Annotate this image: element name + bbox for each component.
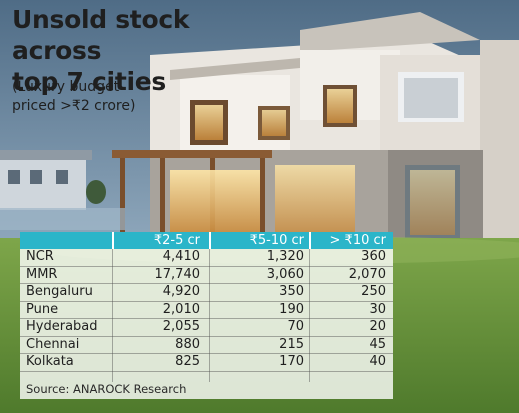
units-5-10-cr: 70: [287, 319, 304, 334]
units-5-10-cr: 1,320: [266, 249, 304, 264]
units-2-5-cr: 17,740: [154, 266, 201, 282]
units-5-10-cr: 190: [279, 301, 304, 317]
table-row: Kolkata 825 170 40: [20, 354, 393, 372]
units-5-10-cr: 350: [279, 284, 304, 299]
unsold-stock-table: ₹2-5 cr ₹5-10 cr > ₹10 cr NCR 4,410 1,32…: [20, 232, 393, 399]
city-name: Chennai: [26, 336, 80, 352]
city-name: Hyderabad: [26, 319, 98, 334]
units-2-5-cr: 2,010: [162, 301, 200, 317]
column-header-above-10-cr: > ₹10 cr: [329, 233, 386, 248]
units-2-5-cr: 2,055: [162, 319, 200, 334]
table-row: Pune 2,010 190 30: [20, 301, 393, 319]
units-above-10-cr: 360: [361, 249, 386, 264]
table-row: NCR 4,410 1,320 360: [20, 249, 393, 267]
city-name: Kolkata: [26, 354, 74, 369]
units-above-10-cr: 30: [369, 301, 386, 317]
units-5-10-cr: 3,060: [266, 266, 304, 282]
city-name: Bengaluru: [26, 284, 93, 299]
units-above-10-cr: 20: [369, 319, 386, 334]
units-2-5-cr: 880: [175, 336, 200, 352]
subheadline-line-2: priced >₹2 crore): [12, 98, 136, 114]
table-row: Chennai 880 215 45: [20, 336, 393, 354]
source-credit: Source: ANAROCK Research: [26, 382, 187, 396]
headline: Unsold stock across top 7 cities: [12, 4, 282, 97]
city-name: MMR: [26, 266, 58, 282]
column-divider: [309, 249, 310, 382]
header-divider: [209, 232, 211, 249]
header-divider: [309, 232, 311, 249]
units-5-10-cr: 170: [279, 354, 304, 369]
table-header-row: ₹2-5 cr ₹5-10 cr > ₹10 cr: [20, 232, 393, 249]
header-divider: [112, 232, 114, 249]
table-row: MMR 17,740 3,060 2,070: [20, 266, 393, 284]
units-above-10-cr: 45: [369, 336, 386, 352]
city-name: NCR: [26, 249, 54, 264]
table-row: Bengaluru 4,920 350 250: [20, 284, 393, 302]
headline-line-1: Unsold stock across: [12, 5, 190, 65]
column-divider: [209, 249, 210, 382]
units-above-10-cr: 40: [369, 354, 386, 369]
subheadline: (Luxury budget priced >₹2 crore): [12, 78, 182, 116]
units-2-5-cr: 4,410: [162, 249, 200, 264]
table-body: NCR 4,410 1,320 360 MMR 17,740 3,060 2,0…: [20, 249, 393, 372]
column-header-2-5-cr: ₹2-5 cr: [153, 233, 200, 248]
headline-line-2: top 7 cities: [12, 67, 166, 96]
city-name: Pune: [26, 301, 59, 317]
units-2-5-cr: 825: [175, 354, 200, 369]
units-2-5-cr: 4,920: [162, 284, 200, 299]
column-divider: [112, 249, 113, 382]
units-above-10-cr: 2,070: [348, 266, 386, 282]
units-5-10-cr: 215: [279, 336, 304, 352]
column-header-5-10-cr: ₹5-10 cr: [249, 233, 304, 248]
units-above-10-cr: 250: [361, 284, 386, 299]
subheadline-line-1: (Luxury budget: [12, 79, 120, 95]
table-row: Hyderabad 2,055 70 20: [20, 319, 393, 337]
